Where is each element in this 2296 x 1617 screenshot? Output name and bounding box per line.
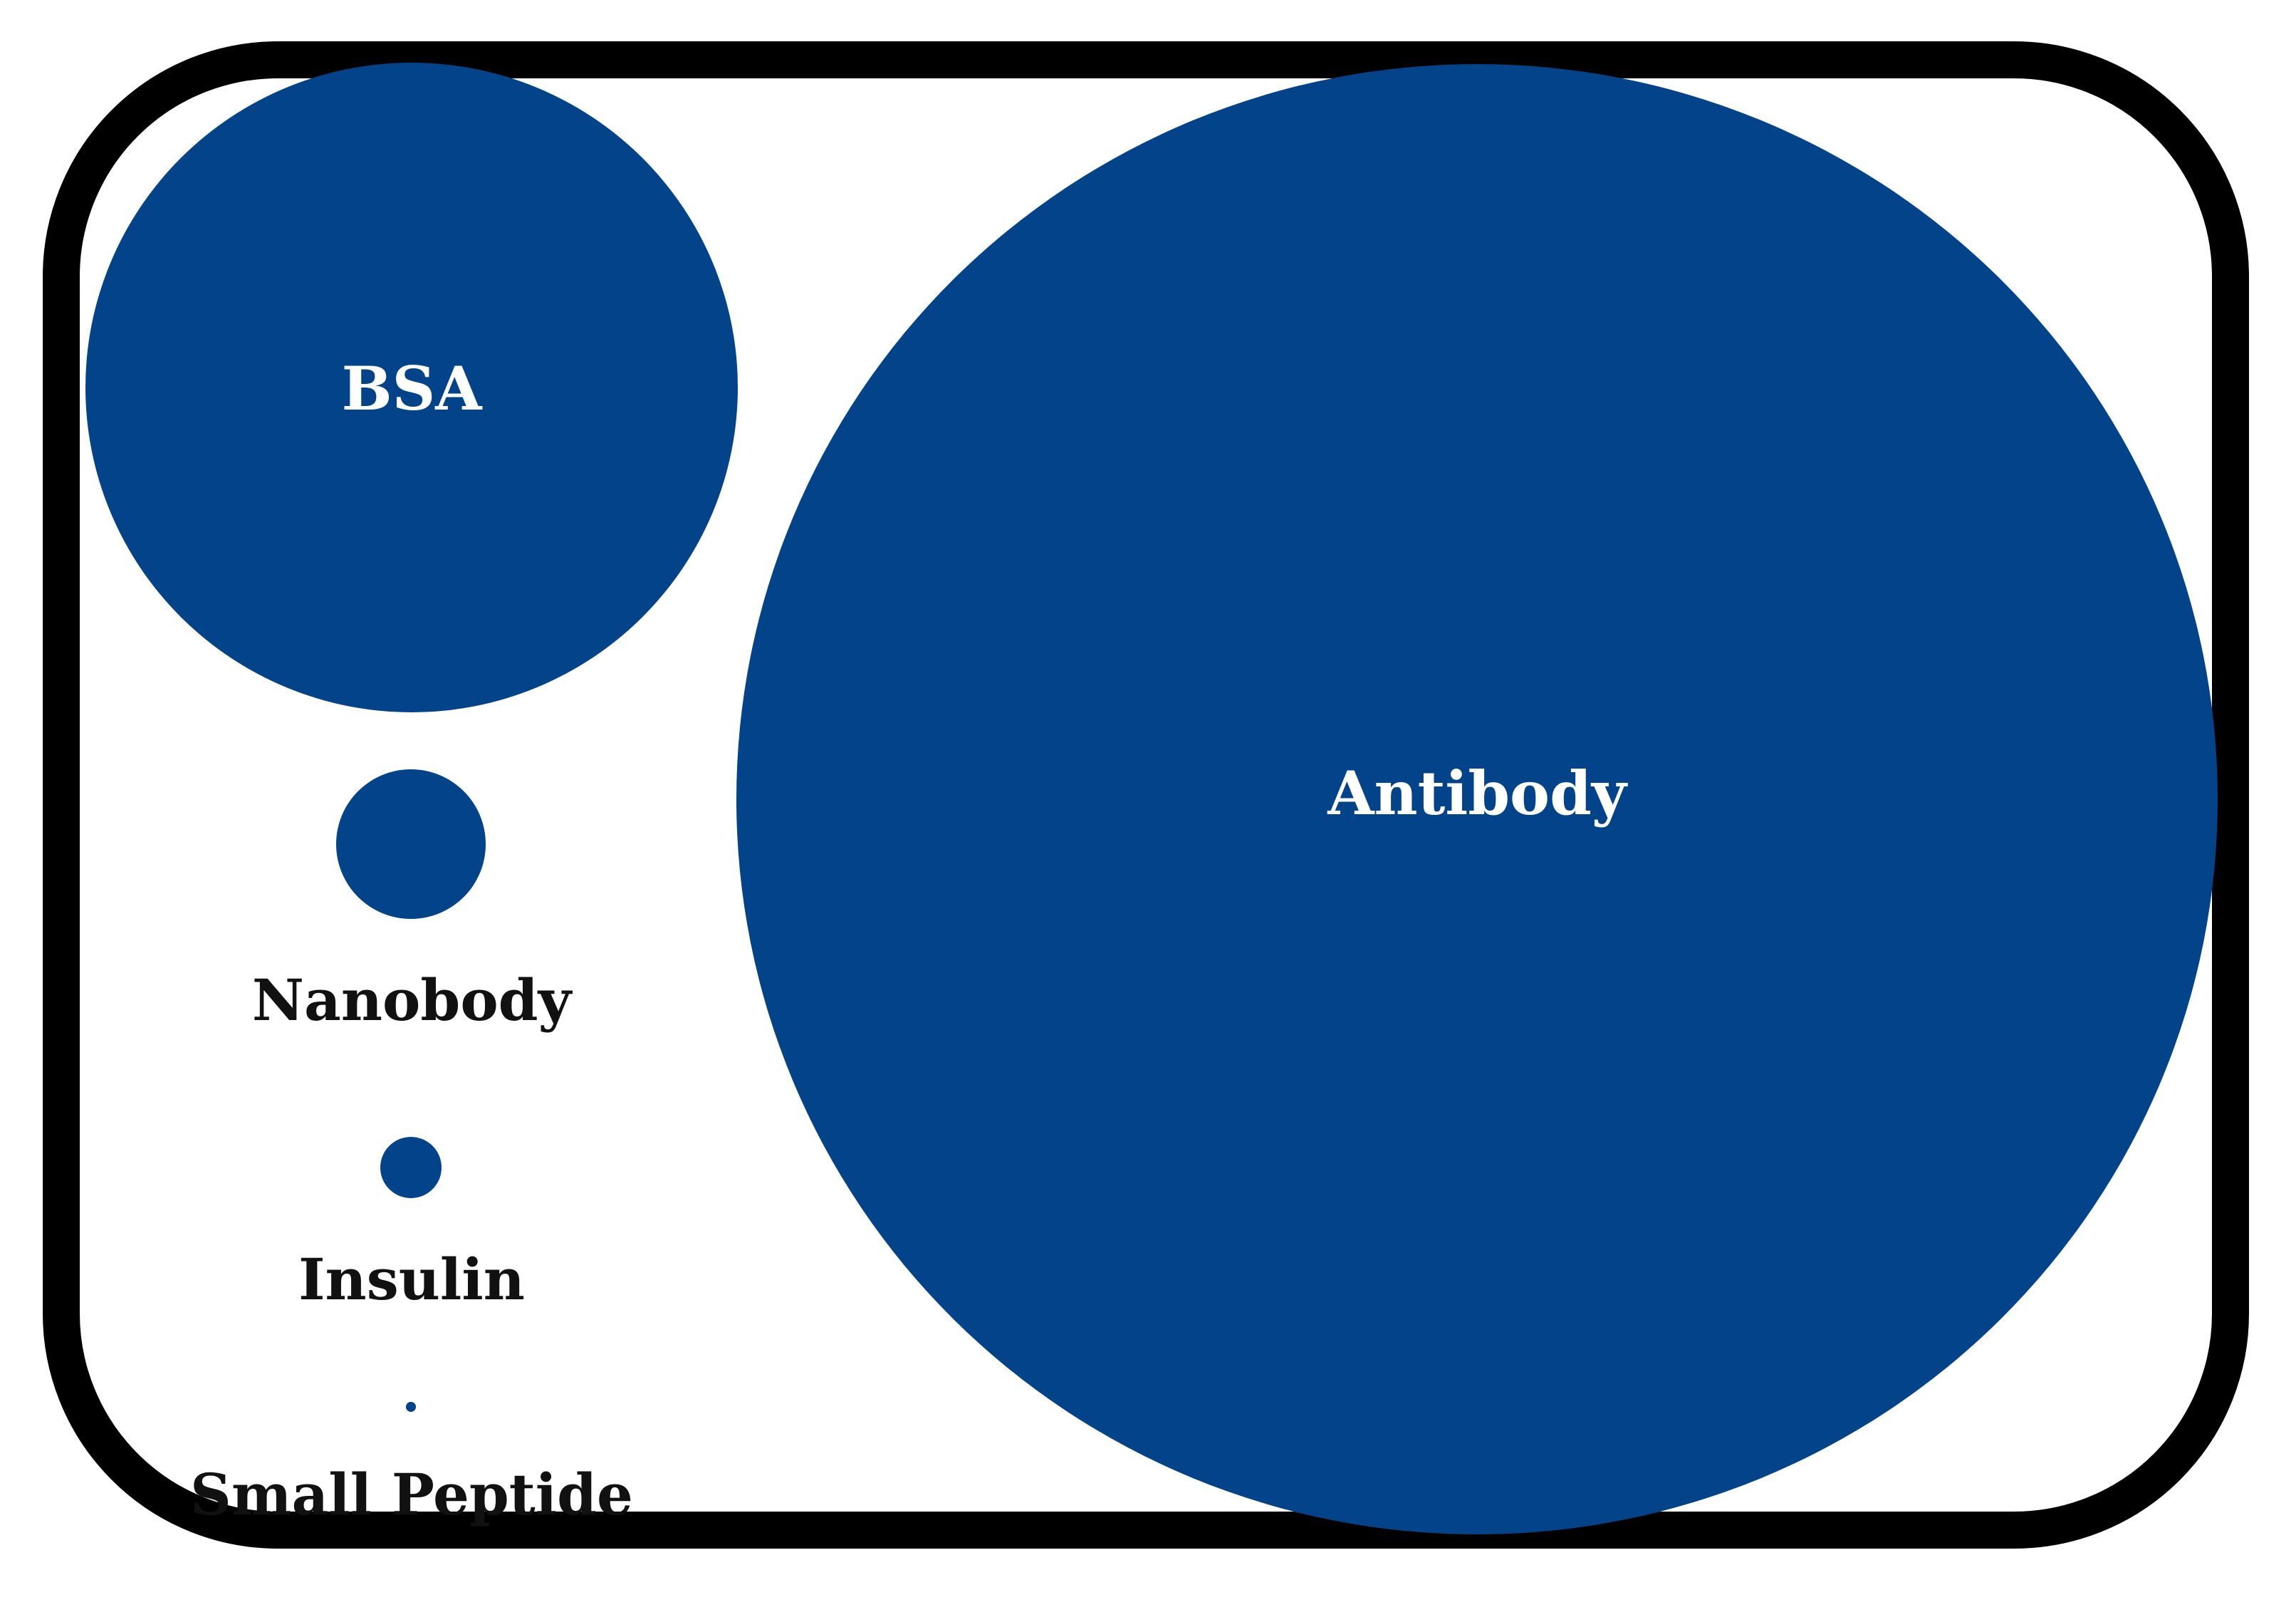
bsa-label: BSA (341, 353, 482, 424)
antibody-circle (736, 64, 2218, 1534)
small-peptide-label: Small Peptide (190, 1461, 633, 1528)
insulin-circle (380, 1137, 442, 1198)
nanobody-circle (336, 769, 486, 919)
insulin-label: Insulin (298, 1246, 525, 1313)
bsa-circle (85, 63, 738, 712)
nanobody-label: Nanobody (251, 967, 572, 1034)
small-peptide-circle (406, 1402, 416, 1412)
antibody-label: Antibody (1327, 758, 1627, 828)
